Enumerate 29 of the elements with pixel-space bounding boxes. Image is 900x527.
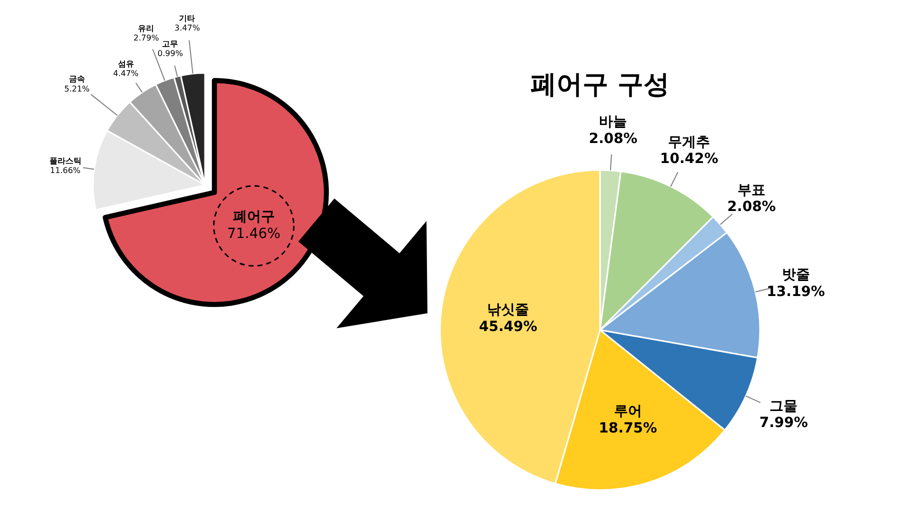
data-label: 7.99%: [759, 415, 808, 432]
slice-label: 바늘: [599, 114, 628, 130]
data-label: 71.46%: [227, 226, 280, 242]
data-label: 45.49%: [478, 318, 538, 335]
data-label: 5.21%: [64, 84, 90, 94]
data-label: 4.47%: [113, 69, 139, 78]
data-label: 0.99%: [158, 49, 184, 58]
slice-label: 밧줄: [782, 267, 810, 284]
slice-label: 섬유: [118, 60, 134, 69]
slice-label: 고무: [162, 40, 178, 49]
data-label: 13.19%: [766, 284, 825, 300]
chart-title: 폐어구 구성: [530, 70, 670, 100]
slice-label: 폐어구: [232, 209, 275, 226]
slice-label: 금속: [68, 74, 85, 84]
data-label: 11.66%: [50, 166, 81, 176]
data-label: 2.08%: [727, 199, 776, 216]
slice-label: 기타: [179, 14, 196, 23]
slice-label: 무게추: [668, 134, 710, 150]
data-label: 3.47%: [174, 23, 200, 32]
data-label: 2.79%: [134, 33, 160, 42]
slice-label: 플라스틱: [49, 156, 82, 166]
data-label: 10.42%: [660, 151, 718, 168]
data-label: 2.08%: [588, 130, 638, 147]
slice-label: 루어: [614, 404, 642, 420]
data-label: 18.75%: [598, 420, 658, 436]
slice-label: 낚싯줄: [487, 302, 530, 318]
slice-label: 부표: [738, 182, 766, 198]
slice-label: 그물: [770, 398, 798, 414]
slice-label: 유리: [138, 24, 154, 33]
